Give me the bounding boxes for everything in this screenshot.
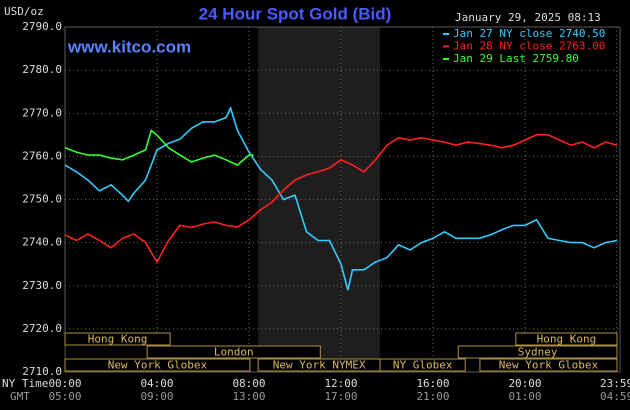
session-bar [64,358,251,372]
session-label: Hong Kong [88,333,148,346]
session-label: Hong Kong [537,333,597,346]
session-label: New York NYMEX [273,359,366,372]
session-bar [515,332,618,346]
session-label: New York Globex [499,359,599,372]
x2-tick-label: 13:00 [232,390,265,403]
session-bar [146,345,321,359]
x2-row-label: GMT [10,390,30,403]
session-shade [258,27,381,372]
series-line [64,129,254,166]
x-tick-label: 12:00 [324,377,357,390]
x2-tick-label: 01:00 [508,390,541,403]
x-tick-label: 04:00 [140,377,173,390]
x2-tick-label: 04:59 [600,390,630,403]
session-bar [457,345,618,359]
y-tick-label: 2710.0 [22,365,62,378]
timestamp: January 29, 2025 08:13 [455,11,601,24]
x-tick-label: 23:59 [600,377,630,390]
session-label: New York Globex [108,359,208,372]
x-tick-label: 08:00 [232,377,265,390]
y-tick-label: 2770.0 [22,106,62,119]
series-line [64,134,618,264]
x-row-label: NY Time [2,377,48,390]
y-tick-label: 2790.0 [22,20,62,33]
y-tick-label: 2730.0 [22,279,62,292]
y-tick-label: 2740.0 [22,236,62,249]
y-tick-label: 2750.0 [22,193,62,206]
series-line [64,105,618,291]
legend-label: Jan 29 Last 2759.80 [453,52,579,65]
session-bar [379,358,466,372]
session-bar [479,358,618,372]
y-tick-label: 2760.0 [22,149,62,162]
y-tick-label: 2720.0 [22,322,62,335]
x-tick-label: 20:00 [508,377,541,390]
x2-tick-label: 05:00 [48,390,81,403]
legend-label: Jan 28 NY close 2763.00 [453,40,605,53]
y-tick-label: 2780.0 [22,63,62,76]
x2-tick-label: 09:00 [140,390,173,403]
x2-tick-label: 17:00 [324,390,357,403]
session-label: London [214,346,254,359]
x-tick-label: 16:00 [416,377,449,390]
session-label: Sydney [518,346,558,359]
legend-label: Jan 27 NY close 2740.50 [453,27,605,40]
site-label: www.kitco.com [67,37,191,56]
x2-tick-label: 21:00 [416,390,449,403]
x-tick-label: 00:00 [48,377,81,390]
session-bar [64,332,171,346]
chart-title: 24 Hour Spot Gold (Bid) [199,4,392,23]
session-label: NY Globex [393,359,453,372]
unit-label: USD/oz [4,5,44,18]
